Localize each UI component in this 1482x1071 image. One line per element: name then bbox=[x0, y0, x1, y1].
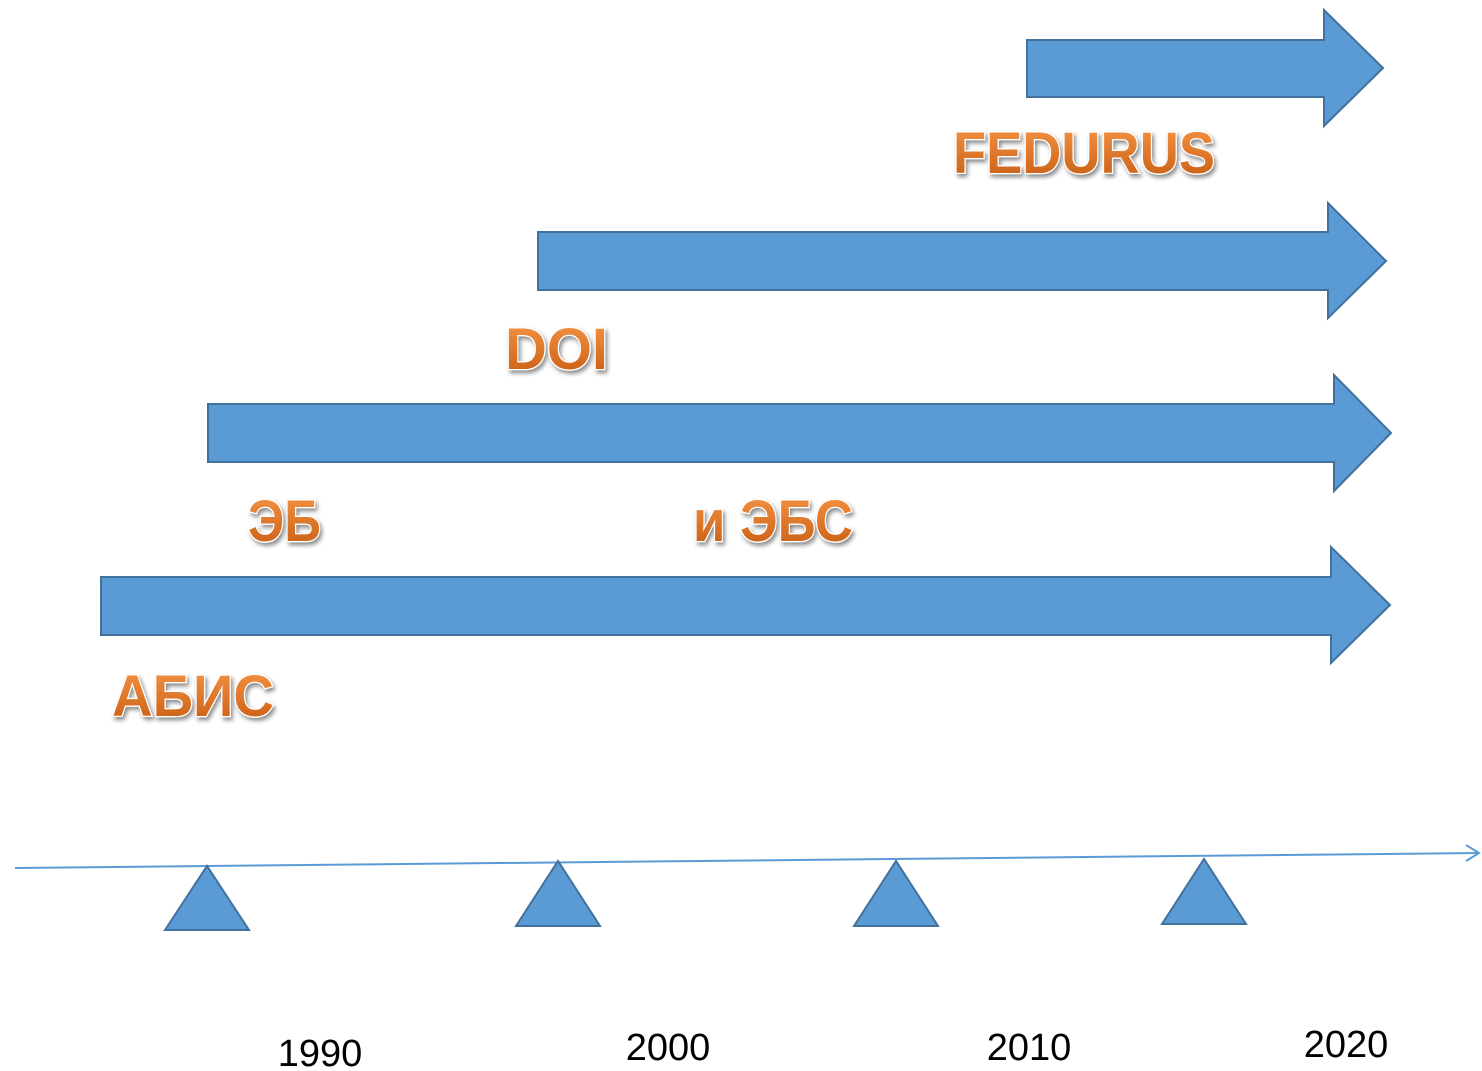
axis-arrowhead bbox=[1465, 844, 1481, 862]
year-label: 1990 bbox=[278, 1033, 363, 1071]
marker bbox=[514, 859, 602, 927]
marker bbox=[852, 859, 940, 927]
arrow bbox=[100, 544, 1392, 666]
label: ЭБ bbox=[248, 489, 321, 554]
arrow bbox=[1026, 7, 1385, 129]
label: и ЭБС bbox=[693, 489, 853, 554]
label: АБИС bbox=[112, 664, 274, 729]
arrow bbox=[537, 200, 1388, 321]
marker bbox=[1160, 857, 1248, 925]
year-label: 2020 bbox=[1304, 1024, 1389, 1066]
label: FEDURUS bbox=[953, 121, 1215, 186]
year-label: 2000 bbox=[626, 1027, 711, 1069]
label: DOI bbox=[505, 317, 608, 382]
marker bbox=[163, 864, 251, 931]
arrow bbox=[207, 372, 1393, 494]
time-axis bbox=[14, 852, 1479, 869]
year-label: 2010 bbox=[987, 1027, 1072, 1069]
